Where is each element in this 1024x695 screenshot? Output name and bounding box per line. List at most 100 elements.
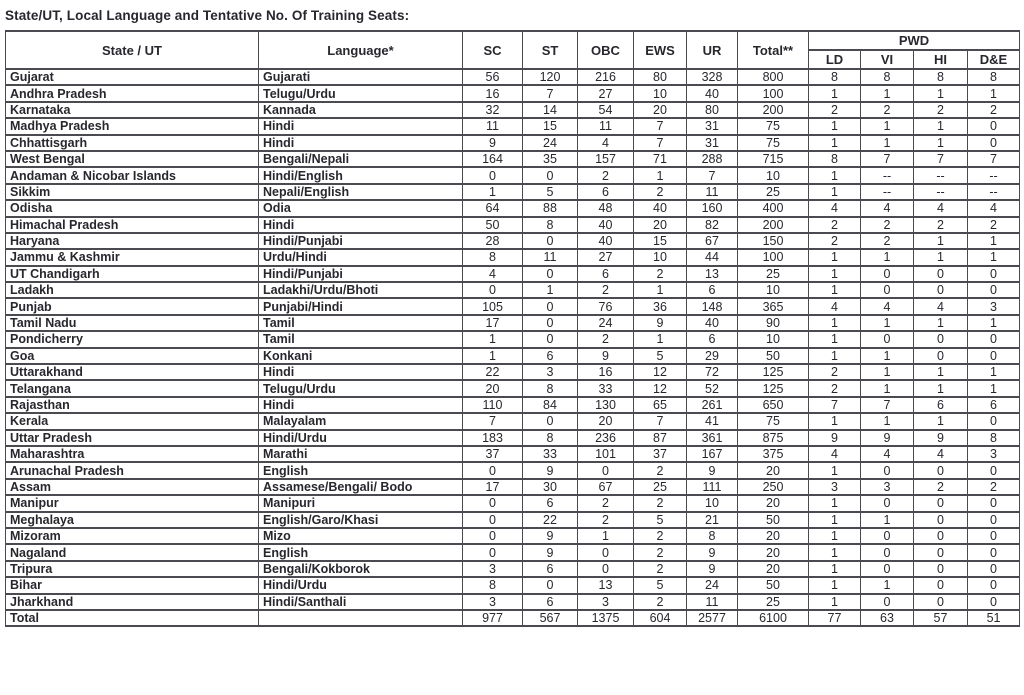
- value-cell: 0: [522, 313, 578, 333]
- value-cell: 33: [522, 444, 578, 464]
- language-cell: Mizo: [258, 526, 463, 546]
- value-cell: 148: [686, 297, 738, 316]
- value-cell: 1375: [577, 608, 634, 628]
- value-cell: 1: [808, 592, 861, 611]
- table-row: Jharkhand Hindi/Santhali 3 6 3 2 11 25 1 0 0 0: [5, 592, 1021, 611]
- value-cell: 3: [808, 477, 861, 497]
- value-cell: 44: [686, 248, 738, 267]
- value-cell: 27: [577, 248, 634, 267]
- value-cell: 52: [686, 379, 738, 398]
- value-cell: 1: [808, 559, 861, 579]
- value-cell: 3: [860, 477, 914, 497]
- value-cell: 1: [860, 117, 914, 136]
- value-cell: 288: [686, 149, 738, 169]
- value-cell: 9: [522, 461, 578, 480]
- value-cell: 375: [737, 444, 809, 464]
- table-row: UT Chandigarh Hindi/Punjabi 4 0 6 2 13 25 1 0 0 0: [5, 264, 1021, 284]
- value-cell: 0: [966, 117, 1021, 136]
- value-cell: 2: [808, 100, 861, 120]
- value-cell: 2: [633, 182, 687, 202]
- value-cell: 0: [522, 576, 578, 595]
- value-cell: 157: [577, 149, 634, 169]
- value-cell: 250: [737, 477, 809, 497]
- table-row: Tripura Bengali/Kokborok 3 6 0 2 9 20 1 0 0 0: [5, 559, 1021, 579]
- value-cell: 167: [686, 444, 738, 464]
- value-cell: 80: [633, 67, 687, 87]
- value-cell: 9: [808, 428, 861, 448]
- value-cell: 7: [462, 412, 523, 431]
- value-cell: 4: [860, 297, 914, 316]
- value-cell: 2: [633, 461, 687, 480]
- value-cell: 0: [913, 461, 968, 480]
- value-cell: 0: [913, 346, 968, 366]
- value-cell: 4: [808, 199, 861, 218]
- value-cell: 1: [633, 166, 687, 185]
- table-row: Mizoram Mizo 0 9 1 2 8 20 1 0 0 0: [5, 526, 1021, 546]
- language-cell: Hindi/Punjabi: [258, 231, 463, 251]
- col-header-state: State / UT: [5, 30, 259, 70]
- value-cell: 100: [737, 248, 809, 267]
- value-cell: 50: [737, 346, 809, 366]
- value-cell: 1: [860, 576, 914, 595]
- language-cell: Gujarati: [258, 67, 463, 87]
- value-cell: 120: [522, 67, 578, 87]
- value-cell: 40: [577, 231, 634, 251]
- value-cell: 16: [577, 363, 634, 382]
- value-cell: 0: [913, 526, 968, 546]
- value-cell: 1: [966, 363, 1021, 382]
- value-cell: 150: [737, 231, 809, 251]
- value-cell: 1: [913, 231, 968, 251]
- language-cell: English: [258, 543, 463, 562]
- training-seats-table: State / UT Language* SC ST OBC EWS UR To…: [5, 30, 1021, 628]
- state-cell: Chhattisgarh: [5, 133, 259, 152]
- value-cell: 0: [966, 494, 1021, 513]
- table-header: State / UT Language* SC ST OBC EWS UR To…: [5, 30, 1021, 70]
- value-cell: 1: [913, 133, 968, 152]
- language-cell: Marathi: [258, 444, 463, 464]
- value-cell: 9: [577, 346, 634, 366]
- state-cell: Assam: [5, 477, 259, 497]
- value-cell: 20: [737, 543, 809, 562]
- value-cell: 75: [737, 117, 809, 136]
- table-row: Telangana Telugu/Urdu 20 8 33 12 52 125 2 1 1 1: [5, 379, 1021, 398]
- value-cell: 567: [522, 608, 578, 628]
- state-cell: Meghalaya: [5, 510, 259, 529]
- state-cell: Bihar: [5, 576, 259, 595]
- value-cell: 604: [633, 608, 687, 628]
- value-cell: 17: [462, 313, 523, 333]
- table-row: Uttar Pradesh Hindi/Urdu 183 8 236 87 361 875 9 9…: [5, 428, 1021, 448]
- language-cell: Kannada: [258, 100, 463, 120]
- value-cell: 35: [522, 149, 578, 169]
- value-cell: 2: [913, 477, 968, 497]
- value-cell: 3: [966, 297, 1021, 316]
- value-cell: 25: [737, 264, 809, 284]
- value-cell: 56: [462, 67, 523, 87]
- language-cell: Manipuri: [258, 494, 463, 513]
- value-cell: 10: [633, 84, 687, 103]
- language-cell: Bengali/Nepali: [258, 149, 463, 169]
- state-cell: Manipur: [5, 494, 259, 513]
- value-cell: 50: [737, 510, 809, 529]
- value-cell: 0: [462, 166, 523, 185]
- value-cell: 1: [462, 330, 523, 349]
- value-cell: 40: [577, 215, 634, 234]
- value-cell: 1: [966, 248, 1021, 267]
- language-cell: Nepali/English: [258, 182, 463, 202]
- state-cell: West Bengal: [5, 149, 259, 169]
- col-header-ur: UR: [686, 30, 738, 70]
- value-cell: 14: [522, 100, 578, 120]
- language-cell: Telugu/Urdu: [258, 379, 463, 398]
- value-cell: 1: [462, 182, 523, 202]
- value-cell: 1: [808, 510, 861, 529]
- value-cell: 0: [462, 461, 523, 480]
- value-cell: 0: [522, 264, 578, 284]
- value-cell: 0: [462, 494, 523, 513]
- value-cell: 77: [808, 608, 861, 628]
- table-row: Chhattisgarh Hindi 9 24 4 7 31 75 1 1 1 0: [5, 133, 1021, 152]
- table-row: Himachal Pradesh Hindi 50 8 40 20 82 200 2 2 2 2: [5, 215, 1021, 234]
- value-cell: --: [860, 182, 914, 202]
- value-cell: 2: [808, 363, 861, 382]
- col-header-ld: LD: [808, 49, 861, 70]
- value-cell: 2: [966, 477, 1021, 497]
- value-cell: 11: [522, 248, 578, 267]
